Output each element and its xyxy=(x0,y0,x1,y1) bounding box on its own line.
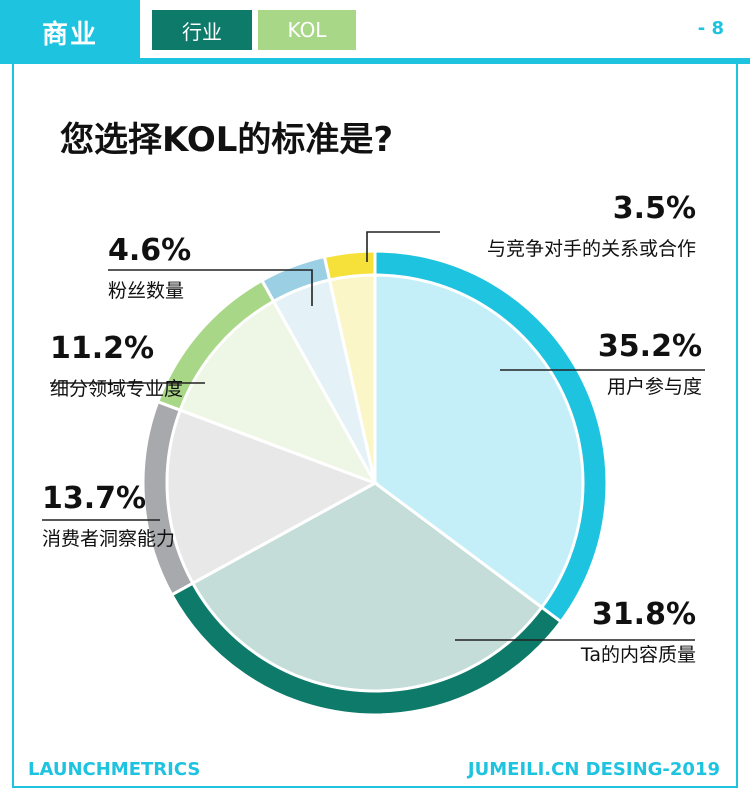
slice-label: 用户参与度 xyxy=(606,376,702,398)
header-line xyxy=(0,58,750,64)
tab-kol[interactable]: KOL xyxy=(258,10,356,50)
slice-value: 13.7% xyxy=(42,481,147,516)
label-user-engagement: 35.2% 用户参与度 xyxy=(520,332,702,399)
slice-label: Ta的内容质量 xyxy=(580,644,696,666)
footer-credit: JUMEILI.CN DESING-2019 xyxy=(467,759,720,780)
content-frame xyxy=(12,58,738,788)
slice-competitor-relation xyxy=(327,273,377,484)
slice-label: 与竞争对手的关系或合作 xyxy=(486,238,696,260)
slice-value: 3.5% xyxy=(612,191,696,226)
label-content-quality: 31.8% Ta的内容质量 xyxy=(470,600,696,667)
leader-followers xyxy=(108,269,313,306)
slice-value: 4.6% xyxy=(108,233,192,268)
label-consumer-insight: 13.7% 消费者洞察能力 xyxy=(42,484,175,551)
slice-label: 粉丝数量 xyxy=(108,280,185,302)
slice-niche-expertise xyxy=(178,299,379,486)
slice-value: 31.8% xyxy=(591,597,696,632)
slice-value: 11.2% xyxy=(50,331,155,366)
slice-label: 消费者洞察能力 xyxy=(42,528,176,550)
leader-competitor-relation xyxy=(366,231,440,262)
label-followers: 4.6% 粉丝数量 xyxy=(108,236,191,303)
page-number: - 8 xyxy=(697,18,724,39)
chart-title: 您选择KOL的标准是? xyxy=(60,120,394,160)
slice-consumer-insight xyxy=(165,408,379,586)
slice-label: 细分领域专业度 xyxy=(50,378,184,400)
footer-source: LAUNCHMETRICS xyxy=(28,759,201,780)
slice-user-engagement xyxy=(373,273,585,610)
tab-industry[interactable]: 行业 xyxy=(152,10,252,50)
label-competitor-relation: 3.5% 与竞争对手的关系或合作 xyxy=(440,194,696,261)
slice-content-quality xyxy=(190,481,544,693)
tab-business[interactable]: 商业 xyxy=(0,0,140,64)
slice-value: 35.2% xyxy=(597,329,702,364)
label-niche-expertise: 11.2% 细分领域专业度 xyxy=(50,334,183,401)
